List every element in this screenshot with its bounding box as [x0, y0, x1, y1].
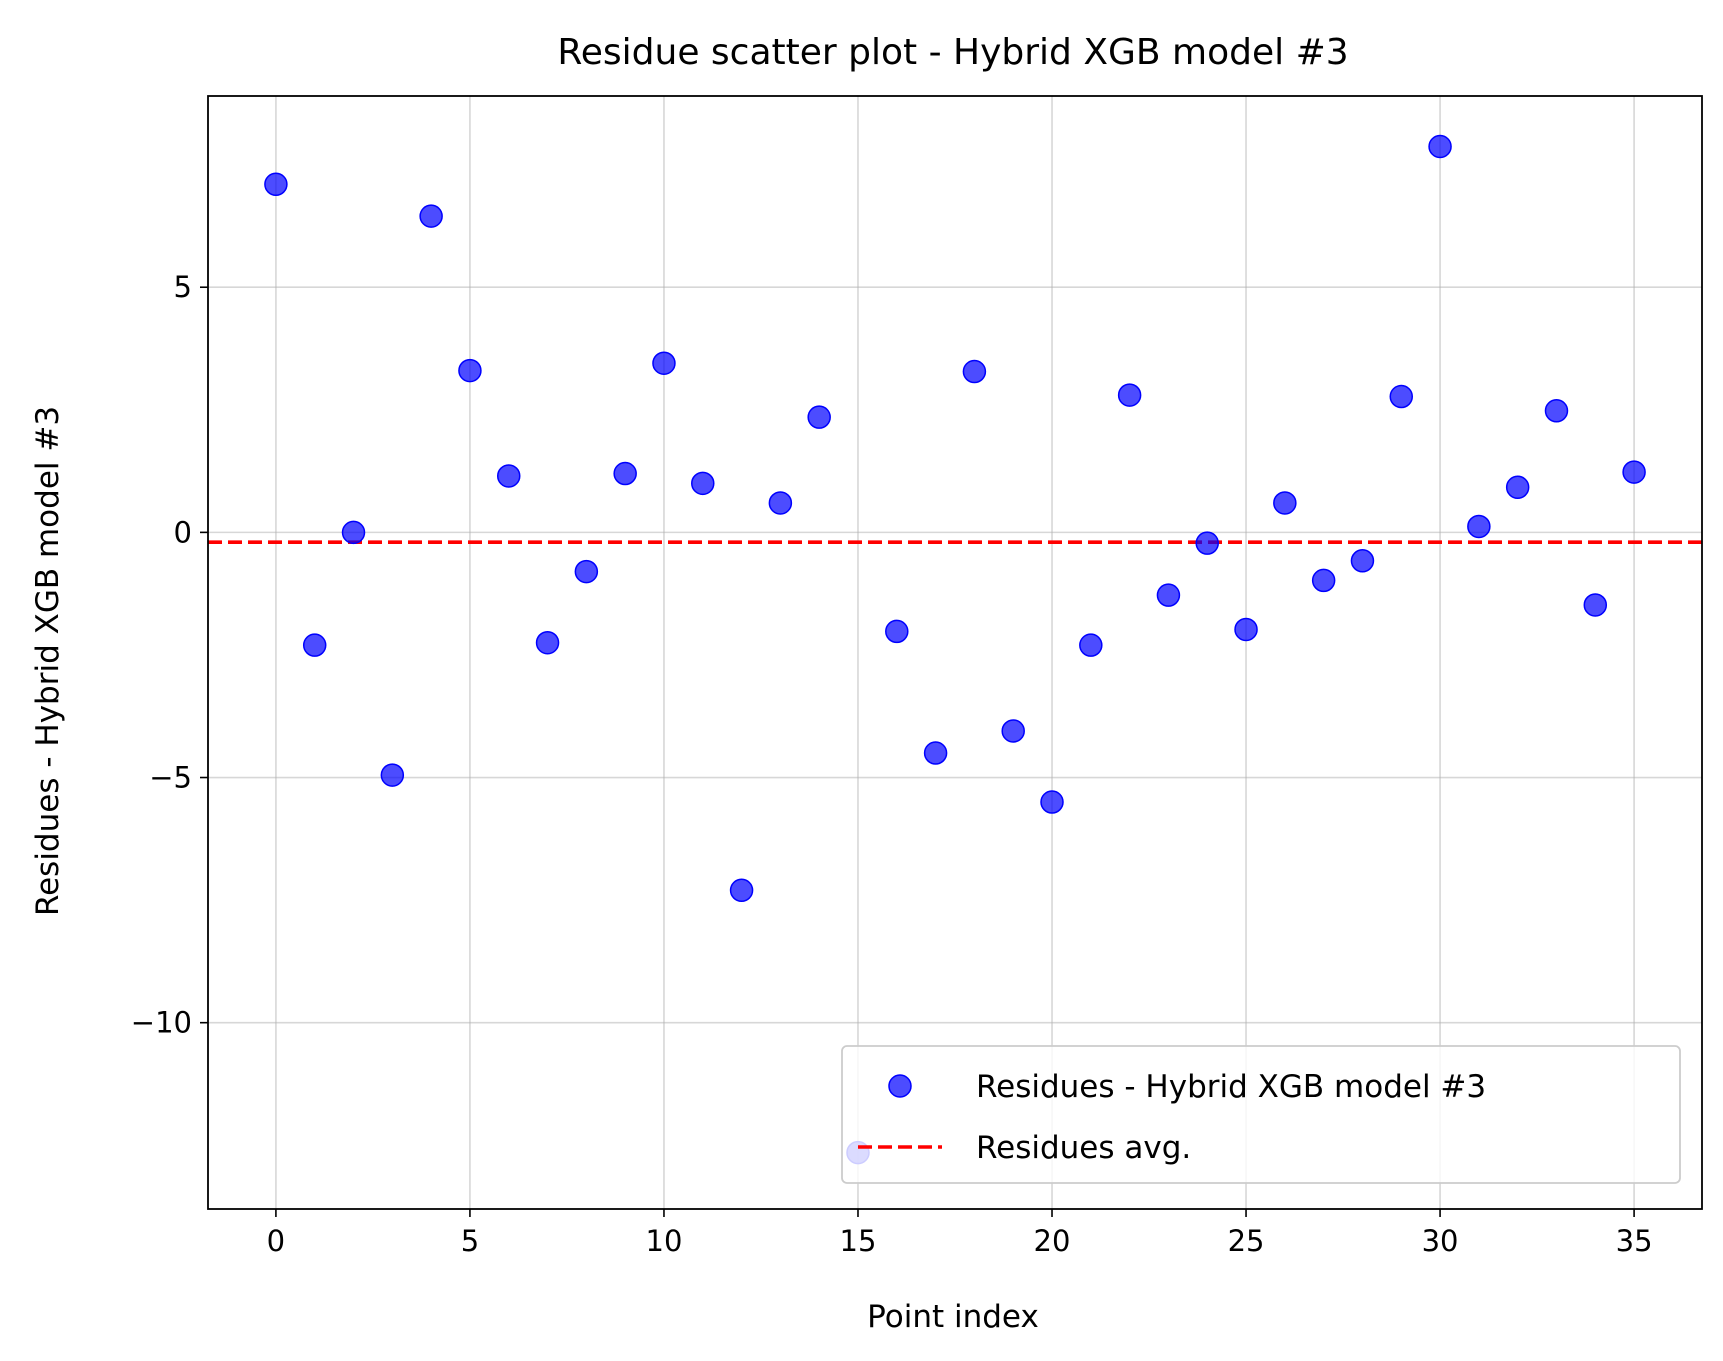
y-axis-label: Residues - Hybrid XGB model #3 — [30, 406, 66, 916]
y-axis-ticks: −10 −5 0 5 — [131, 270, 208, 1040]
scatter-point — [1350, 549, 1375, 573]
scatter-point — [302, 633, 327, 657]
scatter-point — [1467, 514, 1491, 539]
scatter-point — [1156, 583, 1181, 607]
x-tick-label: 10 — [646, 1224, 683, 1258]
legend-label-average: Residues avg. — [976, 1130, 1191, 1166]
scatter-point — [1389, 384, 1414, 409]
legend-box — [841, 1045, 1681, 1184]
scatter-point — [1117, 383, 1142, 407]
scatter-point — [1583, 593, 1608, 617]
scatter-point — [1273, 491, 1297, 515]
scatter-point — [1505, 475, 1530, 500]
scatter-point — [691, 471, 715, 496]
y-tick-label: 5 — [174, 270, 192, 304]
scatter-point — [729, 878, 754, 903]
scatter-point — [496, 464, 521, 488]
scatter-point — [535, 630, 560, 655]
scatter-point — [419, 204, 443, 228]
scatter-point — [380, 763, 405, 787]
scatter-point — [768, 491, 793, 515]
x-tick-label: 30 — [1422, 1224, 1459, 1258]
chart-title: Residue scatter plot - Hybrid XGB model … — [557, 32, 1348, 73]
scatter-point — [1234, 617, 1258, 642]
scatter-point — [885, 619, 909, 644]
x-axis-ticks: 0 5 10 15 20 25 30 35 — [267, 1209, 1653, 1258]
scatter-point — [652, 351, 676, 375]
scatter-point — [1001, 719, 1025, 743]
scatter-points — [264, 134, 1646, 1165]
x-tick-label: 5 — [461, 1224, 479, 1258]
legend-marker-residues — [888, 1074, 912, 1098]
scatter-point — [1040, 790, 1064, 814]
scatter-point — [1544, 399, 1569, 423]
legend-label-residues: Residues - Hybrid XGB model #3 — [976, 1069, 1486, 1105]
x-tick-label: 20 — [1034, 1224, 1071, 1258]
scatter-point — [1311, 568, 1336, 593]
grid-lines — [208, 96, 1702, 1209]
x-axis-label: Point index — [867, 1299, 1039, 1335]
x-tick-label: 15 — [840, 1224, 877, 1258]
scatter-point — [341, 520, 366, 545]
scatter-point — [1428, 134, 1452, 159]
scatter-point — [1195, 531, 1219, 555]
scatter-point — [923, 741, 948, 765]
x-tick-label: 0 — [267, 1224, 285, 1258]
scatter-point — [807, 405, 831, 429]
y-tick-label: −5 — [149, 761, 192, 795]
y-tick-label: −10 — [131, 1006, 192, 1040]
scatter-point — [1622, 460, 1646, 484]
y-tick-label: 0 — [174, 515, 192, 549]
scatter-point — [962, 359, 987, 384]
scatter-point — [613, 461, 637, 486]
scatter-point — [574, 559, 599, 584]
plot-frame — [207, 95, 1703, 1210]
scatter-point — [264, 172, 288, 197]
x-tick-label: 25 — [1228, 1224, 1265, 1258]
scatter-point — [458, 358, 482, 383]
x-tick-label: 35 — [1616, 1224, 1653, 1258]
scatter-point — [1079, 633, 1103, 657]
legend: Residues - Hybrid XGB model #3 Residues … — [841, 1045, 1681, 1184]
